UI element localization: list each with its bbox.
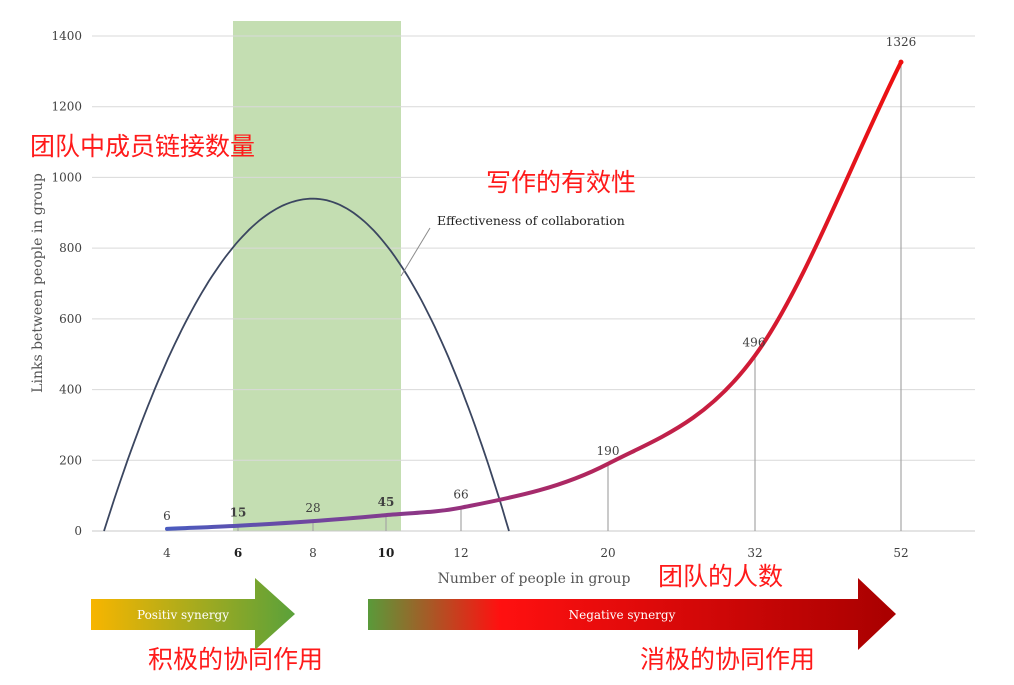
links-count-annotation: 团队中成员链接数量: [30, 132, 255, 161]
effectiveness-leader-line: [400, 227, 431, 277]
negative-synergy-arrow: [368, 578, 896, 650]
effectiveness-curve: [103, 197, 510, 532]
x-axis-ticks: 4 6 8 10 12 20 32 52: [163, 546, 908, 560]
y-tick-label: 0: [74, 524, 82, 538]
negative-synergy-label: Negative synergy: [569, 608, 676, 622]
x-tick-label: 12: [453, 546, 468, 560]
y-tick-label: 200: [59, 453, 82, 467]
y-tick-label: 1000: [51, 170, 82, 184]
data-labels: 6 15 28 45 66 190 496 1326: [163, 35, 916, 523]
links-curve-layer: [165, 59, 904, 531]
team-size-annotation: 团队的人数: [658, 562, 783, 591]
x-tick-label: 8: [309, 546, 317, 560]
y-tick-label: 800: [59, 241, 82, 255]
y-tick-label: 400: [59, 383, 82, 397]
data-label: 190: [597, 444, 620, 458]
effectiveness-label: Effectiveness of collaboration: [437, 213, 625, 228]
value-drop-lines: [166, 62, 902, 531]
data-label: 496: [743, 336, 766, 350]
links-curve: [165, 60, 903, 531]
y-axis-title: Links between people in group: [30, 173, 46, 393]
y-tick-label: 600: [59, 312, 82, 326]
data-label: 15: [230, 506, 247, 520]
x-tick-label: 52: [893, 546, 908, 560]
positive-synergy-annotation-cn: 积极的协同作用: [148, 645, 323, 674]
negative-synergy-annotation-cn: 消极的协同作用: [640, 645, 815, 674]
x-tick-label: 10: [378, 546, 395, 560]
data-label: 6: [163, 509, 171, 523]
data-label: 45: [378, 495, 395, 509]
x-tick-label: 6: [234, 546, 242, 560]
positive-synergy-label: Positiv synergy: [137, 608, 229, 622]
data-label: 66: [453, 488, 468, 502]
y-axis-ticks: 0 200 400 600 800 1000 1200 1400: [51, 29, 82, 538]
highlight-band: [233, 21, 401, 531]
gridlines: [92, 35, 975, 532]
effectiveness-annotation-cn: 写作的有效性: [486, 168, 636, 197]
effectiveness-layer: Effectiveness of collaboration: [103, 197, 625, 532]
x-axis-title: Number of people in group: [438, 571, 631, 587]
x-tick-label: 20: [600, 546, 615, 560]
x-tick-label: 32: [747, 546, 762, 560]
data-label: 1326: [886, 35, 917, 49]
y-tick-label: 1400: [51, 29, 82, 43]
positive-synergy-arrow: [91, 578, 295, 650]
links-end-point: [898, 59, 904, 65]
y-tick-label: 1200: [51, 100, 82, 114]
x-tick-label: 4: [163, 546, 171, 560]
highlight-band-layer: [233, 21, 401, 531]
data-label: 28: [305, 501, 320, 515]
